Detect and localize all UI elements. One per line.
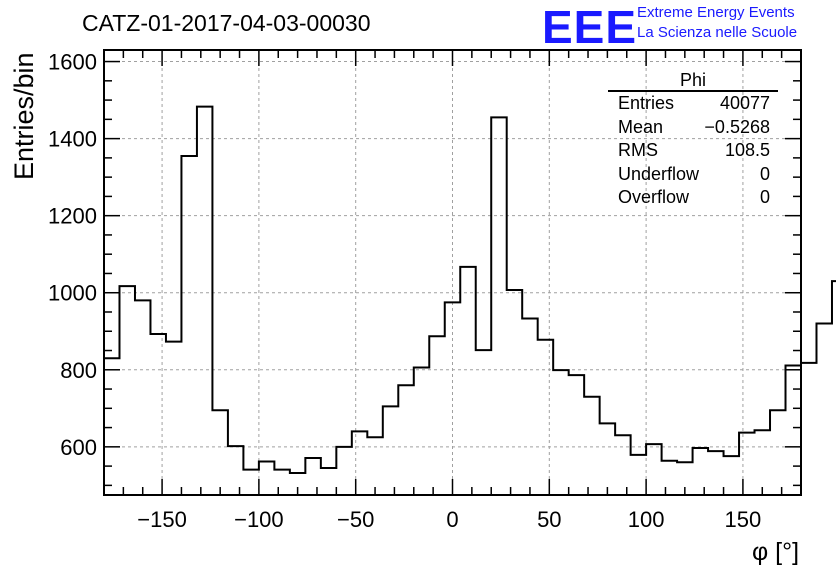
stats-row-entries: Entries 40077 bbox=[608, 92, 778, 116]
eee-logo: EEE bbox=[542, 1, 638, 53]
stats-row-mean: Mean −0.5268 bbox=[608, 116, 778, 140]
stats-row-underflow: Underflow 0 bbox=[608, 163, 778, 187]
stats-box: Phi Entries 40077 Mean −0.5268 RMS 108.5… bbox=[608, 70, 778, 210]
x-axis-label: φ [°] bbox=[752, 538, 799, 566]
x-tick-label: −50 bbox=[337, 507, 374, 532]
axis-ticks bbox=[103, 50, 802, 495]
stats-row-rms: RMS 108.5 bbox=[608, 139, 778, 163]
x-tick-label: −100 bbox=[234, 507, 284, 532]
stats-label: Entries bbox=[618, 93, 675, 113]
stats-title: Phi bbox=[608, 70, 778, 92]
y-tick-labels: 600 800 1000 1200 1400 1600 bbox=[48, 50, 97, 460]
stats-value: 108.5 bbox=[724, 140, 770, 160]
x-tick-label: 0 bbox=[446, 507, 458, 532]
stats-label: Overflow bbox=[618, 187, 690, 207]
stats-label: RMS bbox=[618, 140, 658, 160]
logo-text-line2: La Scienza nelle Scuole bbox=[637, 24, 798, 41]
x-tick-label: 50 bbox=[537, 507, 561, 532]
x-tick-labels: −150 −100 −50 0 50 100 150 bbox=[137, 507, 761, 532]
y-tick-label: 800 bbox=[60, 358, 97, 383]
y-axis-label: Entries/bin bbox=[9, 52, 39, 180]
stats-label: Mean bbox=[618, 116, 664, 137]
stats-value: 0 bbox=[759, 187, 770, 207]
x-tick-label: 100 bbox=[628, 507, 665, 532]
stats-row-overflow: Overflow 0 bbox=[608, 186, 778, 210]
x-tick-label: 150 bbox=[725, 507, 762, 532]
y-tick-label: 1400 bbox=[48, 127, 97, 152]
y-tick-label: 1200 bbox=[48, 204, 97, 229]
stats-label: Underflow bbox=[618, 163, 700, 184]
chart-title: CATZ-01-2017-04-03-00030 bbox=[82, 10, 371, 36]
stats-value: −0.5268 bbox=[704, 116, 770, 137]
y-tick-label: 1000 bbox=[48, 281, 97, 306]
logo-text-line1: Extreme Energy Events bbox=[637, 4, 795, 21]
stats-value: 0 bbox=[759, 163, 770, 184]
stats-value: 40077 bbox=[719, 93, 770, 113]
plot-frame bbox=[103, 49, 802, 496]
y-tick-label: 600 bbox=[60, 435, 97, 460]
x-tick-label: −150 bbox=[137, 507, 187, 532]
y-tick-label: 1600 bbox=[48, 50, 97, 75]
histogram-series bbox=[104, 105, 836, 475]
